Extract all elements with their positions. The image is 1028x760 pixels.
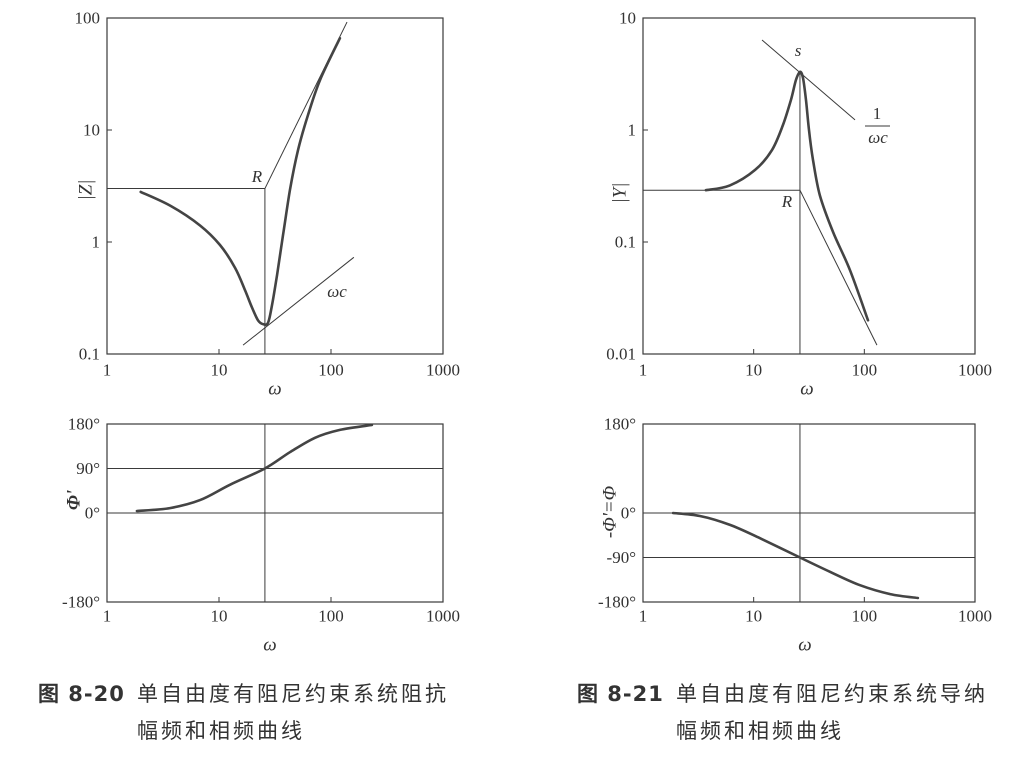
figure-caption-subtitle: 幅频和相频曲线 — [137, 719, 305, 743]
y-axis-label: |Y| — [610, 182, 631, 203]
figure-caption-number: 图 8-20 — [38, 682, 125, 706]
y-tick-label: 180° — [604, 415, 636, 434]
x-tick-label: 1000 — [958, 361, 992, 380]
plot-frame — [106, 17, 444, 355]
series-line — [704, 70, 870, 322]
x-tick-label: 1000 — [958, 607, 992, 626]
y-tick-label: 1 — [628, 121, 637, 140]
admittance-magnitude-labels: |Y| ω s R 1 ωc — [610, 41, 890, 400]
y-tick-label: 10 — [619, 9, 636, 28]
impedance-phase-labels: Φ' ω — [64, 490, 277, 656]
y-tick-label: 10 — [83, 121, 100, 140]
y-tick-label: -180° — [62, 593, 100, 612]
y-tick-label: -90° — [607, 548, 636, 567]
series-line — [135, 423, 374, 513]
stiffness-asymptote-label: ωc — [327, 282, 347, 301]
x-tick-label: 100 — [852, 607, 878, 626]
impedance-magnitude-labels: |Z| ω R ωc — [76, 167, 348, 400]
x-tick-label: 100 — [318, 607, 344, 626]
admittance-phase-plot: 1 10 100 1000 180° 0° -90° -180° — [598, 415, 992, 626]
x-tick-label: 10 — [745, 607, 762, 626]
impedance-phase-plot: 1 10 100 1000 180° 90° 0° -180° — [62, 415, 460, 626]
peak-label: s — [795, 41, 802, 60]
x-tick-label: 1 — [639, 361, 648, 380]
y-axis-label: |Z| — [76, 179, 97, 200]
x-tick-label: 1000 — [426, 607, 460, 626]
y-tick-label: 0.01 — [606, 345, 636, 364]
x-axis-label: ω — [800, 379, 813, 400]
plot-frame — [106, 423, 444, 603]
y-axis-label: Φ' — [64, 490, 85, 510]
x-axis-label: ω — [268, 379, 281, 400]
figure-caption-title: 单自由度有阻尼约束系统导纳 — [676, 682, 988, 706]
x-tick-label: 100 — [852, 361, 878, 380]
plot-frame — [642, 17, 976, 355]
reference-line — [242, 256, 355, 346]
resistance-label: R — [251, 167, 263, 186]
x-tick-label: 1 — [639, 607, 648, 626]
x-tick-label: 1 — [103, 607, 112, 626]
y-tick-label: 0.1 — [615, 233, 636, 252]
y-tick-label: 0° — [85, 504, 100, 523]
admittance-phase-labels: -Φ'=Φ ω — [600, 486, 812, 656]
y-tick-label: 0.1 — [79, 345, 100, 364]
fraction-numerator: 1 — [873, 104, 882, 123]
x-axis-label: ω — [263, 635, 276, 656]
y-tick-label: 100 — [75, 9, 101, 28]
plot-frame — [642, 423, 976, 603]
x-tick-label: 10 — [745, 361, 762, 380]
resistance-label: R — [781, 192, 793, 211]
y-tick-label: 0° — [621, 504, 636, 523]
x-tick-label: 1000 — [426, 361, 460, 380]
x-axis-label: ω — [798, 635, 811, 656]
reference-line — [799, 189, 878, 346]
y-tick-label: 1 — [92, 233, 101, 252]
figure-caption-title: 单自由度有阻尼约束系统阻抗 — [137, 682, 449, 706]
x-tick-label: 100 — [318, 361, 344, 380]
figure-caption-number: 图 8-21 — [577, 682, 664, 706]
x-tick-label: 10 — [211, 361, 228, 380]
x-tick-label: 10 — [211, 607, 228, 626]
y-tick-label: -180° — [598, 593, 636, 612]
y-axis-label: -Φ'=Φ — [600, 486, 621, 538]
fraction-denominator: ωc — [868, 128, 888, 147]
admittance-magnitude-plot: 1 10 100 1000 0.01 0.1 1 10 — [606, 9, 992, 380]
y-tick-label: 180° — [68, 415, 100, 434]
y-tick-label: 90° — [76, 459, 100, 478]
series-line — [671, 511, 920, 600]
figure-caption-subtitle: 幅频和相频曲线 — [676, 719, 844, 743]
x-tick-label: 1 — [103, 361, 112, 380]
reference-line — [761, 39, 856, 121]
series-line — [139, 36, 342, 327]
